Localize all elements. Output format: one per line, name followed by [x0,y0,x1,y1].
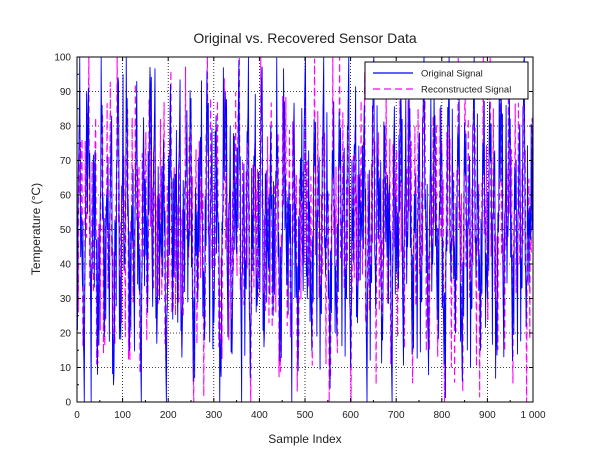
x-tick-label: 1 000 [520,410,545,421]
plot-area [76,56,534,403]
x-tick-label: 100 [114,410,131,421]
y-tick-label: 80 [60,122,72,133]
x-tick-label: 800 [433,410,450,421]
y-tick-label: 60 [60,191,72,202]
y-tick-label: 10 [60,363,72,374]
x-tick-label: 0 [74,410,80,421]
axis-ticks: 0 100 200 300 400 500 600 700 800 900 1 000 0 10 20 30… [54,53,546,422]
x-tick-label: 300 [205,410,222,421]
legend-label: Reconstructed Signal [421,85,511,96]
chart-title: Original vs. Recovered Sensor Data [193,30,417,46]
y-tick-label: 20 [60,329,72,340]
y-tick-label: 70 [60,156,72,167]
x-tick-label: 900 [479,410,496,421]
series-original-signal [76,56,534,403]
x-tick-label: 600 [342,410,359,421]
x-axis-label: Sample Index [268,432,341,446]
legend: Original Signal Reconstructed Signal [364,61,529,100]
x-tick-label: 700 [388,410,405,421]
y-tick-label: 50 [60,225,72,236]
x-tick-label: 200 [160,410,177,421]
series-line [76,56,534,403]
y-tick-label: 100 [54,53,71,64]
legend-label: Original Signal [421,69,483,80]
y-tick-label: 90 [60,87,72,98]
y-tick-label: 30 [60,294,72,305]
x-tick-label: 400 [251,410,268,421]
legend-box [364,61,529,100]
x-tick-label: 500 [297,410,314,421]
y-tick-label: 0 [65,398,71,409]
y-axis-label: Temperature (°C) [29,183,43,275]
y-tick-label: 40 [60,260,72,271]
